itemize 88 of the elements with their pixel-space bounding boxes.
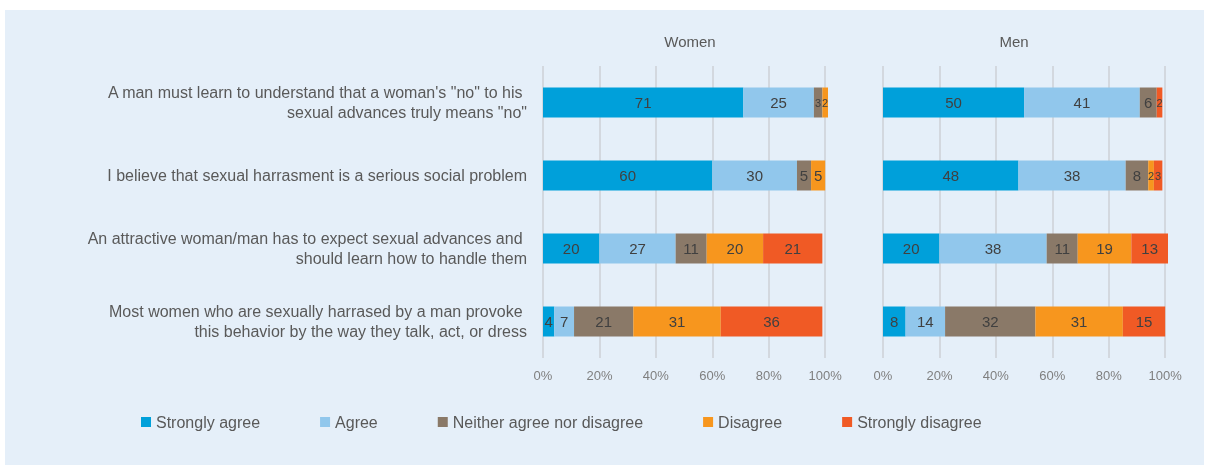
x-tick-label: 20% xyxy=(586,368,613,383)
data-label: 3 xyxy=(815,96,822,109)
bar xyxy=(1046,233,1078,264)
data-label: 38 xyxy=(1063,167,1081,184)
bar xyxy=(675,233,707,264)
bar xyxy=(945,306,1036,337)
chart-title: Women xyxy=(664,33,716,50)
data-label: 2 xyxy=(1148,169,1155,182)
legend-label: Agree xyxy=(335,413,378,431)
data-label: 31 xyxy=(668,313,686,330)
bar xyxy=(543,87,744,118)
x-tick-label: 100% xyxy=(808,368,843,383)
bar xyxy=(1122,306,1166,337)
bar xyxy=(1035,306,1123,337)
data-label: 32 xyxy=(981,313,999,330)
data-label: 36 xyxy=(763,313,780,330)
bar xyxy=(1018,160,1126,191)
data-label: 20 xyxy=(562,240,580,257)
bar xyxy=(599,233,676,264)
data-label: 8 xyxy=(890,313,899,330)
chart-title: Men xyxy=(999,33,1029,50)
bar xyxy=(1139,87,1157,118)
data-label: 20 xyxy=(726,240,744,257)
data-label: 4 xyxy=(544,313,553,330)
x-tick-label: 0% xyxy=(873,368,893,383)
data-label: 13 xyxy=(1141,240,1158,257)
data-label: 19 xyxy=(1096,240,1113,257)
data-label: 21 xyxy=(595,313,613,330)
bar xyxy=(883,306,906,337)
x-tick-label: 80% xyxy=(1095,368,1123,383)
bar xyxy=(712,160,797,191)
data-label: 5 xyxy=(799,167,809,184)
data-label: 2 xyxy=(1156,96,1163,109)
x-tick-label: 0% xyxy=(533,368,553,383)
data-label: 50 xyxy=(945,94,962,111)
bar xyxy=(939,233,1047,264)
y-tick-label: An attractive woman/man has to expect sexual advances and should learn how to handle them xyxy=(87,230,527,267)
bar xyxy=(554,306,575,337)
x-tick-label: 80% xyxy=(755,368,783,383)
data-label: 31 xyxy=(1070,313,1088,330)
data-label: 3 xyxy=(1155,169,1162,182)
bar xyxy=(905,306,946,337)
data-label: 5 xyxy=(813,167,823,184)
bar xyxy=(1024,87,1140,118)
bar xyxy=(883,87,1025,118)
data-label: 25 xyxy=(770,94,787,111)
data-label: 27 xyxy=(629,240,646,257)
bar xyxy=(633,306,721,337)
bar xyxy=(543,233,600,264)
y-tick-label: Most women who are sexually harrased by a man provoke this behavior by the way they talk, act, or dress xyxy=(109,303,527,340)
bar xyxy=(883,233,940,264)
data-label: 11 xyxy=(1054,240,1070,257)
data-label: 30 xyxy=(746,167,763,184)
legend-label: Strongly disagree xyxy=(857,413,982,431)
bar xyxy=(763,233,823,264)
data-label: 71 xyxy=(634,94,652,111)
bar xyxy=(706,233,764,264)
data-label: 60 xyxy=(619,167,636,184)
bar xyxy=(743,87,814,118)
data-label: 2 xyxy=(822,96,829,109)
bar xyxy=(1131,233,1168,264)
data-label: 21 xyxy=(784,240,802,257)
data-label: 41 xyxy=(1073,94,1091,111)
bar xyxy=(574,306,634,337)
bar xyxy=(543,160,713,191)
data-label: 7 xyxy=(559,313,569,330)
data-label: 11 xyxy=(683,240,699,257)
y-tick-label: I believe that sexual harrasment is a serious social problem xyxy=(107,167,527,184)
x-tick-label: 40% xyxy=(642,368,670,383)
data-label: 14 xyxy=(916,313,934,330)
x-tick-label: 40% xyxy=(982,368,1010,383)
bar xyxy=(720,306,823,337)
legend-label: Disagree xyxy=(718,413,783,431)
x-tick-label: 60% xyxy=(699,368,726,383)
data-label: 6 xyxy=(1144,94,1153,111)
data-label: 38 xyxy=(984,240,1002,257)
legend-label: Strongly agree xyxy=(156,413,261,431)
y-tick-label: A man must learn to understand that a woman's "no" to his sexual advances truly means "no" xyxy=(107,84,527,121)
x-tick-label: 20% xyxy=(926,368,953,383)
data-label: 20 xyxy=(902,240,920,257)
bar xyxy=(883,160,1019,191)
data-label: 15 xyxy=(1135,313,1153,330)
x-tick-label: 60% xyxy=(1039,368,1066,383)
data-label: 8 xyxy=(1132,167,1142,184)
legend-label: Neither agree nor disagree xyxy=(452,413,644,431)
x-tick-label: 100% xyxy=(1148,368,1183,383)
bar xyxy=(1077,233,1132,264)
data-label: 48 xyxy=(942,167,960,184)
